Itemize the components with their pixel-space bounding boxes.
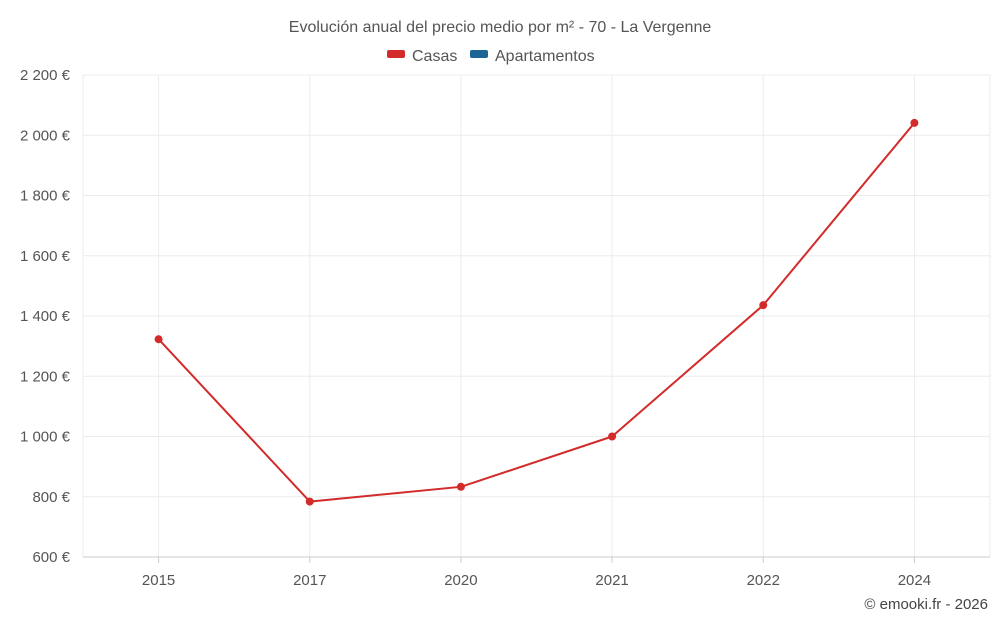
series-line-casas	[157, 122, 916, 503]
y-tick-label: 1 600 €	[20, 248, 71, 265]
credit-text: © emooki.fr - 2026	[864, 596, 988, 613]
legend-label-apartamentos: Apartamentos	[495, 48, 595, 65]
data-point-casas	[910, 118, 919, 127]
axis-layer: 600 € 800 € 1 000 € 1 200 € 1 400 € 1 600 € 1 …	[20, 67, 990, 589]
legend-item-casas[interactable]: Casas	[387, 48, 457, 65]
data-point-casas	[456, 482, 465, 491]
chart-title: Evolución anual del precio medio por m² …	[289, 19, 712, 36]
data-point-casas	[154, 335, 163, 344]
y-tick-label: 1 200 €	[20, 368, 71, 385]
y-tick-label: 1 000 €	[20, 429, 71, 446]
legend: Casas Apartamentos	[387, 48, 595, 65]
data-point-casas	[608, 432, 617, 441]
y-tick-label: 2 000 €	[20, 127, 71, 144]
data-point-casas	[759, 301, 768, 310]
y-tick-label: 2 200 €	[20, 67, 71, 84]
y-tick-label: 1 800 €	[20, 188, 71, 205]
legend-swatch-casas	[387, 50, 405, 58]
y-tick-label: 1 400 €	[20, 308, 71, 325]
legend-label-casas: Casas	[412, 48, 457, 65]
x-tick-label: 2021	[595, 572, 628, 589]
x-tick-label: 2017	[293, 572, 326, 589]
x-tick-label: 2020	[444, 572, 477, 589]
y-tick-label: 600 €	[32, 549, 70, 566]
x-tick-label: 2015	[142, 572, 175, 589]
x-tick-label: 2024	[898, 572, 931, 589]
grid-layer	[82, 74, 991, 557]
data-point-casas	[305, 497, 314, 506]
series-layer	[154, 118, 919, 506]
legend-swatch-apartamentos	[470, 50, 488, 58]
legend-item-apartamentos[interactable]: Apartamentos	[470, 48, 595, 65]
x-tick-label: 2022	[747, 572, 780, 589]
y-tick-label: 800 €	[32, 489, 70, 506]
